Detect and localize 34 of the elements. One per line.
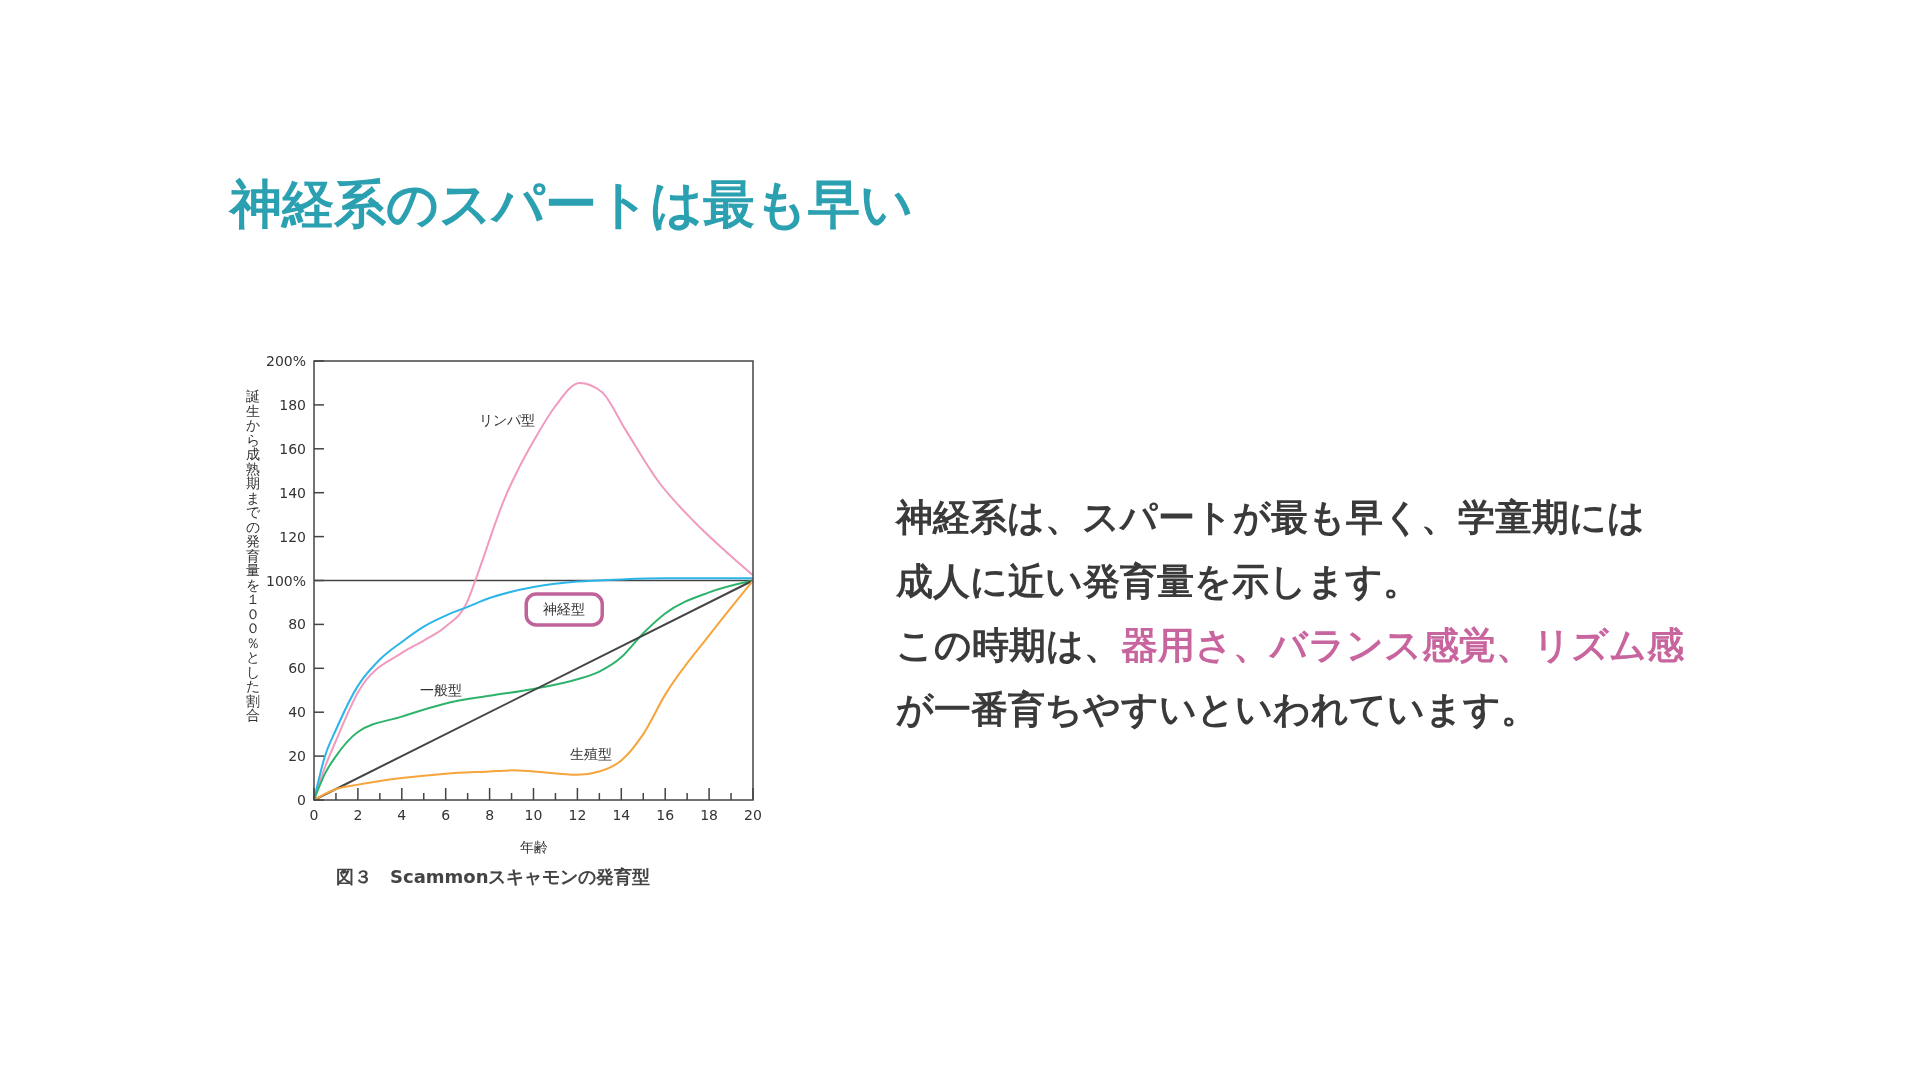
y-tick-label: 20 — [288, 748, 306, 765]
series-label: リンパ型 — [479, 412, 536, 429]
y-tick-label: 100% — [265, 572, 306, 589]
text: 神経系は、スパートが最も早く、学童期には — [894, 496, 1645, 539]
series-label: 生殖型 — [569, 745, 612, 762]
chart-title: 神経系のスパートは最も早い — [228, 174, 913, 234]
x-axis-title: 年齢 — [519, 839, 548, 855]
x-tick-label: 8 — [485, 807, 495, 823]
x-tick-label: 2 — [353, 807, 363, 823]
y-tick-label: 60 — [288, 660, 306, 677]
y-tick-label: 80 — [288, 616, 306, 633]
text: が一番育ちやすいといわれています。 — [896, 688, 1538, 731]
x-tick-label: 0 — [309, 807, 319, 823]
y-tick-label: 120 — [279, 528, 306, 545]
text: 成人に近い発育量を示します。 — [895, 560, 1420, 603]
x-tick-label: 16 — [656, 807, 675, 823]
y-tick-label: 180 — [279, 396, 306, 413]
x-tick-label: 18 — [700, 807, 719, 823]
x-tick-label: 20 — [744, 807, 762, 823]
series-label: 一般型 — [420, 682, 463, 699]
x-tick-label: 12 — [568, 807, 587, 823]
x-tick-label: 6 — [441, 807, 451, 823]
x-tick-label: 10 — [524, 807, 543, 823]
x-tick-label: 14 — [612, 807, 631, 823]
y-tick-label: 140 — [279, 484, 306, 501]
y-tick-label: 160 — [279, 440, 306, 457]
series-label: 神経型 — [543, 601, 586, 618]
y-tick-label: 40 — [288, 704, 306, 721]
text: 誕生から成熟期までの発育量を１００％とした割合 — [246, 388, 260, 723]
y-tick-label: 0 — [297, 792, 306, 808]
x-tick-label: 4 — [397, 807, 407, 823]
y-tick-label: 200% — [265, 353, 306, 369]
caption: 図３ Scammonスキャモンの発育型 — [336, 866, 651, 887]
text: 器用さ、バランス感覚、リズム感 — [1121, 624, 1685, 667]
